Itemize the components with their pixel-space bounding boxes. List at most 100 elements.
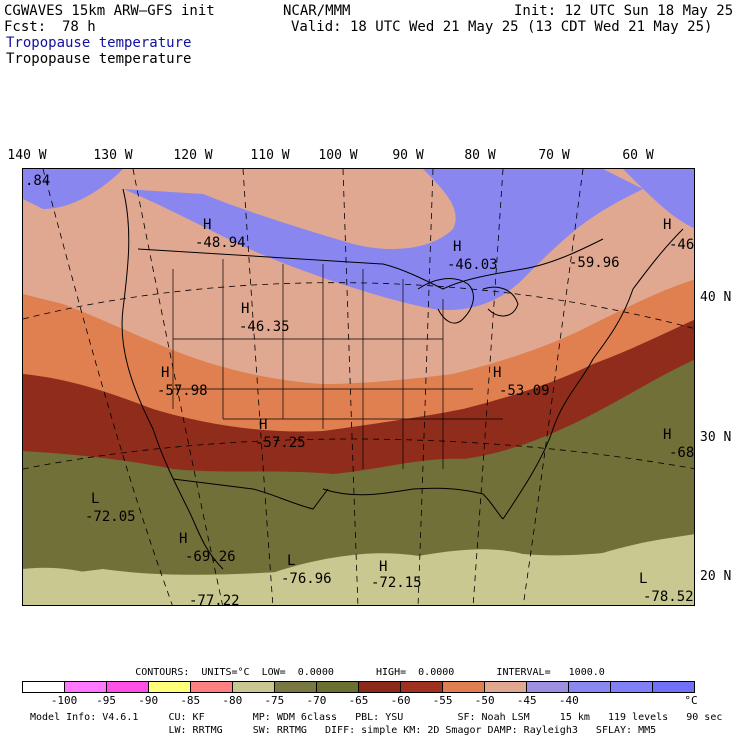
colorbar-label-5: -75	[264, 694, 285, 707]
model-info-line2: LW: RRTMG SW: RRTMG DIFF: simple KM: 2D …	[30, 725, 657, 736]
map-label-5: H	[241, 301, 249, 317]
forecast-label: Fcst:	[4, 19, 47, 35]
lat-label-20n: 20 N	[700, 569, 732, 584]
colorbar-swatch-12	[527, 682, 569, 692]
state-borders	[172, 259, 503, 469]
shade-band-blue-northwest	[23, 169, 123, 209]
shade-band-blue-northeast	[623, 169, 694, 229]
shade-band-green-southeast	[505, 534, 694, 605]
valid-time: Valid: 18 UTC Wed 21 May 25 (13 CDT Wed …	[291, 19, 713, 35]
map-label-15: L	[639, 571, 647, 587]
map-label-5-value: -46.35	[239, 319, 290, 335]
map-label-6: H	[161, 365, 169, 381]
colorbar-swatch-10	[443, 682, 485, 692]
colorbar-swatch-9	[401, 682, 443, 692]
map-label-7-value: -53.09	[499, 383, 550, 399]
map-label-11-value: -69.26	[185, 549, 236, 565]
lon-label-140w: 140 W	[7, 148, 47, 163]
coastline-gulf	[322, 487, 504, 520]
lon-label-130w: 130 W	[93, 148, 133, 163]
map-label-9: H	[663, 427, 671, 443]
colorbar-swatch-11	[485, 682, 527, 692]
map-label-13-value: -72.15	[371, 575, 422, 591]
colorbar-label-8: -60	[390, 694, 411, 707]
shade-band-blue	[123, 169, 643, 310]
colorbar-label-0: -100	[50, 694, 78, 707]
field-title-shaded: Tropopause temperature	[6, 35, 192, 51]
map-label-14-value: -77.22	[189, 593, 240, 606]
lon-label-80w: 80 W	[464, 148, 496, 163]
colorbar-swatch-14	[611, 682, 653, 692]
shade-band-green-southwest	[23, 567, 142, 605]
colorbar-label-9: -55	[432, 694, 453, 707]
lon-label-100w: 100 W	[318, 148, 358, 163]
colorbar-swatch-15	[653, 682, 694, 692]
lon-label-110w: 110 W	[250, 148, 290, 163]
colorbar-swatch-1	[65, 682, 107, 692]
map-label-1-value: -48.94	[195, 235, 246, 251]
lon-label-90w: 90 W	[392, 148, 424, 163]
map-label-1: H	[203, 217, 211, 233]
colorbar-swatch-7	[317, 682, 359, 692]
colorbar-swatch-6	[275, 682, 317, 692]
colorbar-label-12: -40	[558, 694, 579, 707]
lon-label-120w: 120 W	[173, 148, 213, 163]
extrema-labels: H -48.94 H -46.03 -59.96 H -46 H -46.35 …	[25, 173, 694, 606]
coastline-east	[502, 228, 684, 520]
model-info-line1: Model Info: V4.6.1 CU: KF MP: WDM 6class…	[30, 712, 723, 723]
colorbar-swatch-13	[569, 682, 611, 692]
map-label-12-value: -76.96	[281, 571, 332, 587]
org-label: NCAR/MMM	[283, 3, 351, 19]
colorbar-label-11: -45	[516, 694, 537, 707]
colorbar-swatch-5	[233, 682, 275, 692]
colorbar-unit: °C	[684, 694, 698, 707]
border-us-canada	[137, 238, 604, 290]
graticule-lines	[23, 169, 694, 605]
map-label-12: L	[287, 553, 295, 569]
shade-band-green-south	[206, 553, 541, 605]
map-label-8-value: -57.25	[255, 435, 306, 451]
map-label-8: H	[259, 417, 267, 433]
colorbar-label-6: -70	[306, 694, 327, 707]
model-title: CGWAVES 15km ARW–GFS init	[4, 3, 215, 19]
colorbar-label-3: -85	[180, 694, 201, 707]
map-label-2-value: -46.03	[447, 257, 498, 273]
map-label-9-value: -68	[669, 445, 694, 461]
lat-label-30n: 30 N	[700, 430, 732, 445]
great-lakes	[417, 278, 519, 324]
tropopause-temperature-map: H -48.94 H -46.03 -59.96 H -46 H -46.35 …	[23, 169, 694, 606]
map-label-7: H	[493, 365, 501, 381]
map-label-3-value: -59.96	[569, 255, 620, 271]
map-label-4: H	[663, 217, 671, 233]
colorbar-swatch-3	[149, 682, 191, 692]
colorbar-label-7: -65	[348, 694, 369, 707]
colorbar-label-1: -95	[96, 694, 117, 707]
colorbar-label-10: -50	[474, 694, 495, 707]
map-label-16-value: .84	[25, 173, 50, 189]
map-label-11: H	[179, 531, 187, 547]
map-label-6-value: -57.98	[157, 383, 208, 399]
map-label-13: H	[379, 559, 387, 575]
border-us-mexico	[172, 478, 329, 510]
colorbar	[22, 681, 695, 693]
colorbar-swatch-0	[23, 682, 65, 692]
map-label-10-value: -72.05	[85, 509, 136, 525]
map-label-2: H	[453, 239, 461, 255]
map-label-4-value: -46	[669, 237, 694, 253]
colorbar-swatch-4	[191, 682, 233, 692]
colorbar-swatch-2	[107, 682, 149, 692]
map-label-15-value: -78.52	[643, 589, 694, 605]
init-time: Init: 12 UTC Sun 18 May 25	[514, 3, 734, 19]
colorbar-swatch-8	[359, 682, 401, 692]
map-panel[interactable]: H -48.94 H -46.03 -59.96 H -46 H -46.35 …	[22, 168, 695, 606]
contour-info: CONTOURS: UNITS=°C LOW= 0.0000 HIGH= 0.0…	[135, 667, 605, 678]
forecast-hour: 78 h	[62, 19, 96, 35]
lon-label-70w: 70 W	[538, 148, 570, 163]
colorbar-label-4: -80	[222, 694, 243, 707]
coastline-west	[121, 188, 224, 570]
colorbar-label-2: -90	[138, 694, 159, 707]
colorbar-labels: -100 -95 -90 -85 -80 -75 -70 -65 -60 -55 -50 -45 -40…	[0, 694, 740, 708]
field-title-contour: Tropopause temperature	[6, 51, 192, 67]
lat-label-40n: 40 N	[700, 290, 732, 305]
lon-label-60w: 60 W	[622, 148, 654, 163]
